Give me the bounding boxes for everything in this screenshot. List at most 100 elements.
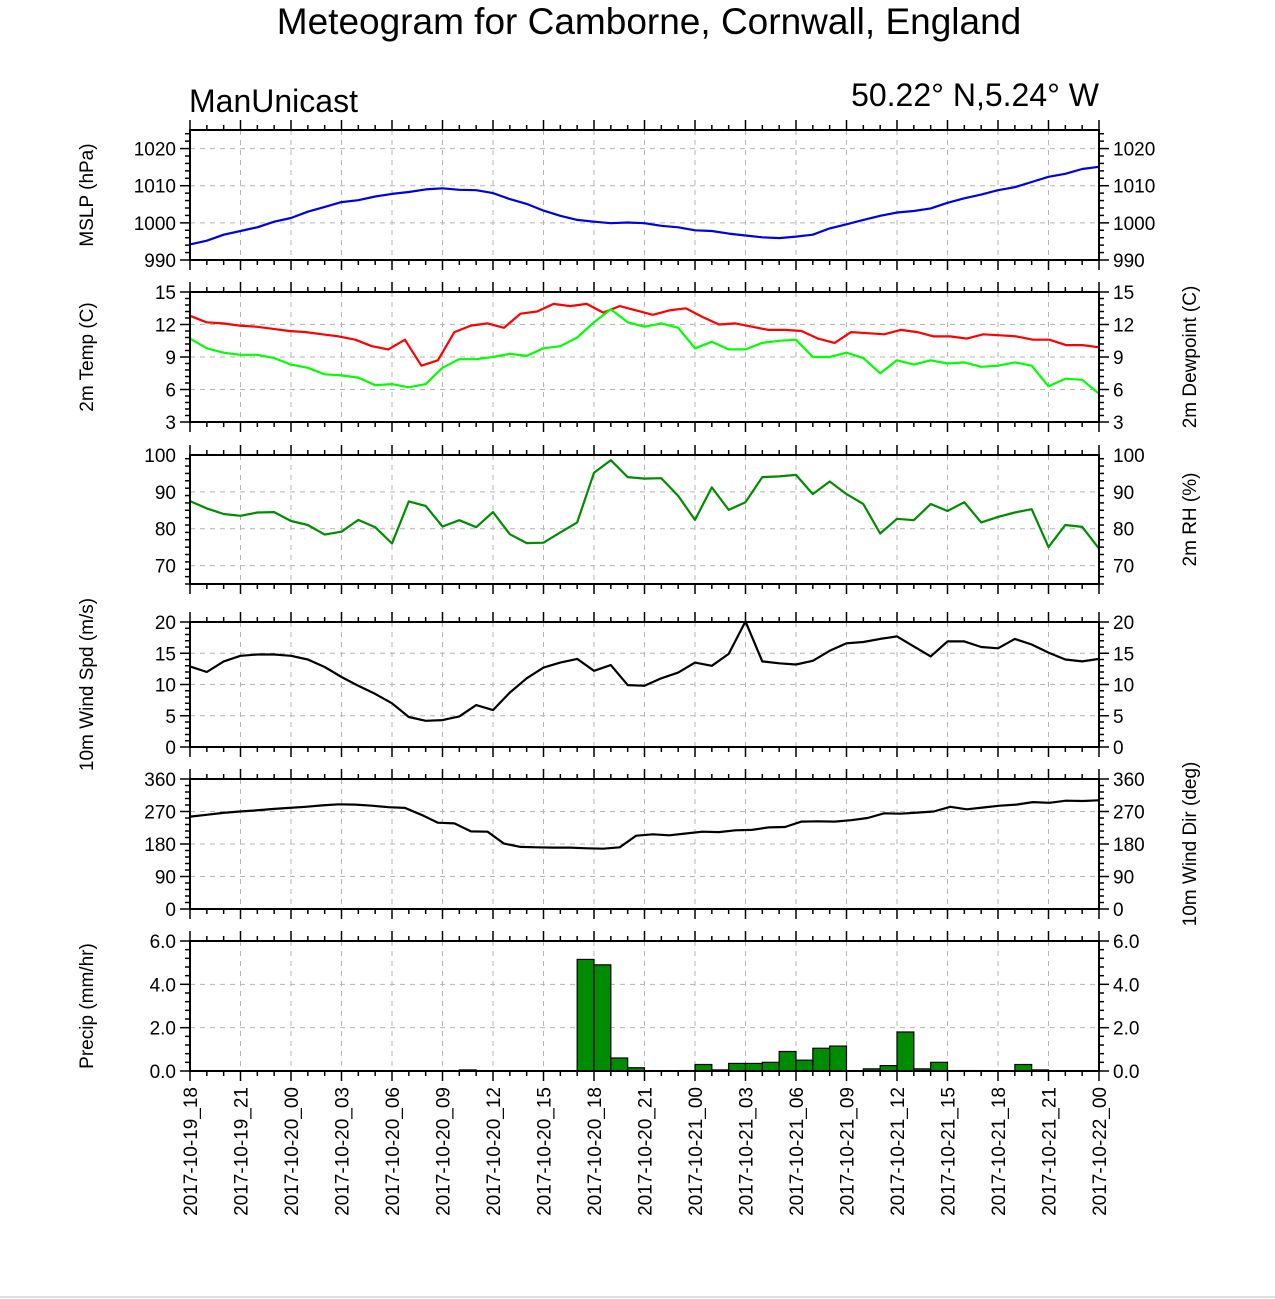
y-tick-label-right: 180	[1113, 835, 1145, 856]
location-coordinates: 50.22° N,5.24° W	[851, 77, 1100, 113]
y-tick-label-left: 180	[144, 835, 176, 856]
x-axis: 2017-10-19_18 2017-10-19_21 2017-10-20_00 2…	[181, 1087, 1111, 1216]
y-tick-label-right: 1010	[1113, 177, 1155, 198]
y-tick-label-right: 0.0	[1113, 1062, 1139, 1083]
y-tick-label-left: 1000	[134, 214, 176, 235]
y-tick-label-right: 990	[1113, 251, 1145, 272]
y-tick-label-left: 6.0	[150, 932, 176, 953]
y-tick-label-left: 9	[165, 348, 176, 369]
y-tick-label-right: 15	[1113, 644, 1134, 665]
y-tick-label-left: 2.0	[150, 1019, 176, 1040]
y-tick-label-right: 15	[1113, 283, 1134, 304]
y-tick-label-right: 10	[1113, 676, 1134, 697]
precip-bar	[610, 1057, 629, 1072]
precip-bar	[576, 958, 595, 1072]
y-tick-label-right: 70	[1113, 557, 1134, 578]
panel-wdir: 0 0 90 90 180 180 270 270 360 360 10m Wind Dir (de…	[144, 762, 1201, 927]
y-tick-label-left: 3	[165, 413, 176, 434]
panel-temp: 3 3 6 6 9 9 12 12 15 15 2m Temp (C) 2m Dewpoint (C)	[77, 282, 1201, 434]
precip-bar	[896, 1031, 915, 1072]
y-tick-label-right: 0	[1113, 738, 1124, 759]
precip-bar	[761, 1061, 780, 1072]
x-tick-label: 2017-10-21_09	[838, 1087, 859, 1216]
y-tick-label-right: 0	[1113, 900, 1124, 921]
panel-mslp: 990 990 1000 1000 1010 1010 1020 1020 MSLP (hPa)	[77, 120, 1155, 272]
precip-bar	[593, 964, 612, 1072]
y-axis-label-left: Precip (mm/hr)	[77, 943, 98, 1069]
y-tick-label-right: 90	[1113, 868, 1134, 889]
panel-wspd: 0 0 5 5 10 10 15 15 20 20 10m Wind Spd (m/s)	[77, 598, 1134, 771]
y-tick-label-left: 5	[165, 707, 176, 728]
y-tick-label-left: 0.0	[150, 1062, 176, 1083]
panel-frame	[189, 621, 1100, 748]
model-name: ManUnicast	[189, 83, 358, 119]
series-line-wdir-0	[189, 799, 1100, 850]
y-axis-label-left: MSLP (hPa)	[77, 143, 98, 246]
x-tick-label: 2017-10-20_12	[484, 1087, 505, 1216]
x-tick-label: 2017-10-21_12	[888, 1087, 909, 1216]
y-tick-label-left: 90	[155, 483, 176, 504]
panel-frame	[189, 454, 1100, 585]
series-line-temp-0	[189, 302, 1100, 367]
y-tick-label-right: 360	[1113, 770, 1145, 791]
precip-bar	[778, 1050, 797, 1072]
precip-bar	[795, 1059, 814, 1072]
y-tick-label-left: 80	[155, 520, 176, 541]
precip-bar	[829, 1045, 848, 1072]
y-tick-label-left: 990	[144, 251, 176, 272]
y-tick-label-right: 80	[1113, 520, 1134, 541]
x-tick-label: 2017-10-19_21	[232, 1087, 253, 1216]
y-tick-label-left: 70	[155, 557, 176, 578]
x-tick-label: 2017-10-21_00	[686, 1087, 707, 1216]
x-tick-label: 2017-10-21_15	[939, 1087, 960, 1216]
panel-rh: 70 70 80 80 90 90 100 100 2m RH (%)	[144, 445, 1201, 594]
y-tick-label-left: 4.0	[150, 975, 176, 996]
y-tick-label-right: 270	[1113, 803, 1145, 824]
y-tick-label-right: 9	[1113, 348, 1124, 369]
series-line-wspd-0	[189, 620, 1100, 722]
panel-frame	[189, 129, 1100, 261]
y-tick-label-left: 6	[165, 381, 176, 402]
y-tick-label-right: 5	[1113, 707, 1124, 728]
y-tick-label-left: 0	[165, 900, 176, 921]
y-tick-label-left: 360	[144, 770, 176, 791]
precip-bar	[812, 1047, 831, 1072]
chart-title: Meteogram for Camborne, Cornwall, Englan…	[277, 1, 1021, 42]
y-tick-label-left: 100	[144, 446, 176, 467]
y-tick-label-left: 15	[155, 283, 176, 304]
x-tick-label: 2017-10-20_00	[282, 1087, 303, 1216]
y-tick-label-right: 6.0	[1113, 932, 1139, 953]
panel-precip: 0.0 0.0 2.0 2.0 4.0 4.0 6.0 6.0 Precip (mm/hr)	[77, 931, 1139, 1083]
y-axis-label-right: 10m Wind Dir (deg)	[1180, 762, 1201, 927]
x-tick-label: 2017-10-21_03	[737, 1087, 758, 1216]
y-axis-label-left: 10m Wind Spd (m/s)	[77, 598, 98, 771]
panel-frame	[189, 291, 1100, 423]
precip-bar	[744, 1062, 763, 1072]
precip-bar	[728, 1062, 747, 1072]
y-tick-label-right: 90	[1113, 483, 1134, 504]
y-tick-label-left: 15	[155, 644, 176, 665]
y-tick-label-left: 12	[155, 316, 176, 337]
x-tick-label: 2017-10-21_06	[787, 1087, 808, 1216]
x-tick-label: 2017-10-20_03	[333, 1087, 354, 1216]
y-tick-label-right: 2.0	[1113, 1019, 1139, 1040]
y-tick-label-right: 4.0	[1113, 975, 1139, 996]
y-axis-label-right: 2m RH (%)	[1180, 473, 1201, 567]
y-tick-label-left: 10	[155, 676, 176, 697]
y-tick-label-left: 270	[144, 803, 176, 824]
y-tick-label-right: 12	[1113, 316, 1134, 337]
x-tick-label: 2017-10-21_18	[989, 1087, 1010, 1216]
series-line-mslp-0	[189, 165, 1100, 246]
series-line-temp-1	[189, 308, 1100, 395]
x-tick-label: 2017-10-21_21	[1040, 1087, 1061, 1216]
panel-frame	[189, 940, 1100, 1072]
precip-bar	[930, 1061, 949, 1072]
y-tick-label-left: 20	[155, 613, 176, 634]
x-tick-label: 2017-10-20_18	[585, 1087, 606, 1216]
y-tick-label-right: 20	[1113, 613, 1134, 634]
y-tick-label-left: 0	[165, 738, 176, 759]
x-tick-label: 2017-10-22_00	[1090, 1087, 1111, 1216]
y-tick-label-left: 90	[155, 868, 176, 889]
